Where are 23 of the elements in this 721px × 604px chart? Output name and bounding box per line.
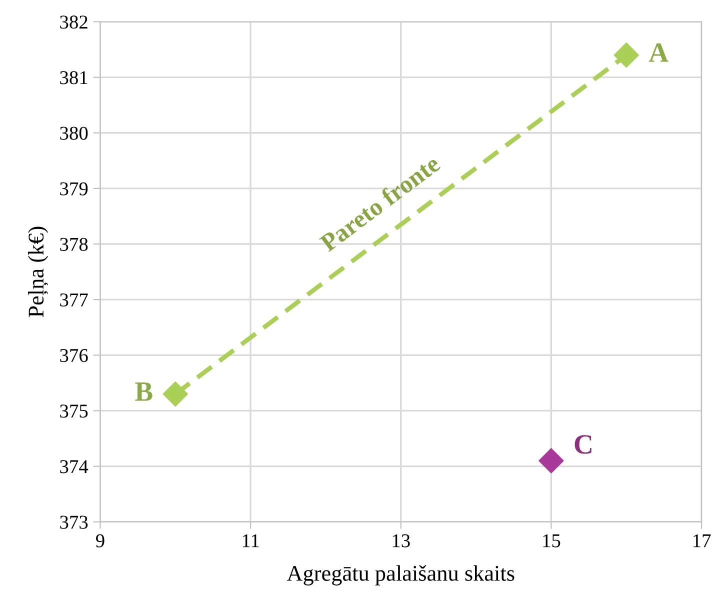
y-tick-label: 378 (60, 238, 88, 251)
x-tick-label: 15 (543, 534, 560, 548)
y-tick-label: 377 (60, 293, 88, 307)
x-tick-label: 9 (96, 534, 104, 548)
y-tick-label: 375 (60, 404, 88, 418)
x-tick-label: 13 (392, 534, 410, 548)
y-tick-label: 381 (60, 71, 88, 84)
point (538, 448, 564, 474)
annotation: B (135, 382, 152, 401)
y-tick-label: 382 (60, 16, 88, 29)
y-tick-label: 376 (60, 349, 88, 362)
x-tick-label: 11 (242, 534, 259, 548)
annotation: C (574, 435, 592, 454)
point (162, 381, 188, 407)
point (614, 42, 640, 68)
y-tick-label: 379 (60, 182, 88, 196)
y-tick-label: 374 (60, 460, 88, 474)
x-axis-title: Agregātu palaišanu skaits (286, 565, 514, 586)
y-tick-label: 373 (60, 516, 88, 529)
y-tick-label: 380 (60, 126, 88, 140)
x-tick-label: 17 (694, 534, 711, 548)
y-axis-title: Peļņa (k€) (28, 226, 48, 318)
annotation: A (648, 43, 668, 62)
